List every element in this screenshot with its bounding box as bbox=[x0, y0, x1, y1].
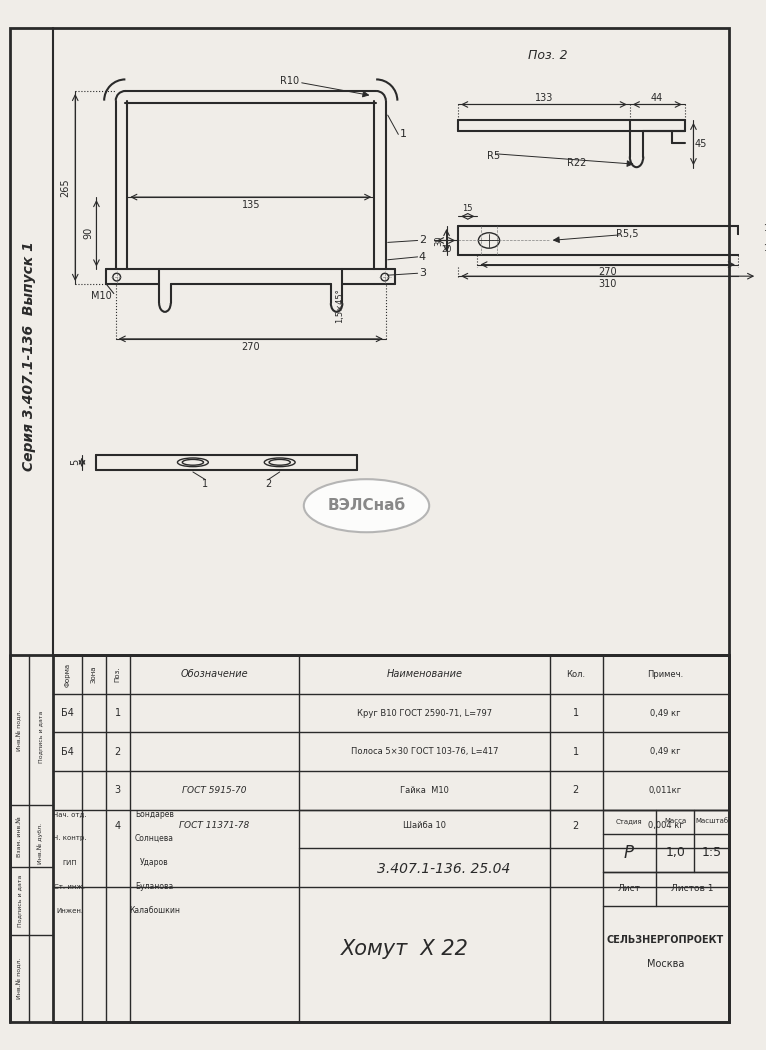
Text: 1,0: 1,0 bbox=[665, 846, 685, 859]
Text: 10: 10 bbox=[764, 225, 766, 233]
Text: 45: 45 bbox=[695, 139, 707, 149]
Text: Шайба 10: Шайба 10 bbox=[403, 821, 446, 831]
Text: Б4: Б4 bbox=[61, 747, 74, 757]
Text: Подпись и дата: Подпись и дата bbox=[17, 875, 21, 927]
Text: 5: 5 bbox=[70, 459, 80, 465]
Text: Н. контр.: Н. контр. bbox=[53, 836, 87, 841]
Text: Ст. инж.: Ст. инж. bbox=[54, 884, 85, 889]
Text: Лист: Лист bbox=[617, 884, 640, 894]
Text: 270: 270 bbox=[598, 268, 617, 277]
Text: Серия 3.407.1-136  Выпуск 1: Серия 3.407.1-136 Выпуск 1 bbox=[22, 242, 36, 471]
Text: 2: 2 bbox=[265, 479, 271, 488]
Text: Ударов: Ударов bbox=[140, 858, 169, 867]
Bar bbox=[53, 655, 729, 1022]
Text: Инв.№ подл.: Инв.№ подл. bbox=[17, 710, 22, 751]
Text: Взам. инв.№: Взам. инв.№ bbox=[17, 816, 21, 857]
Text: ВЭЛСнаб: ВЭЛСнаб bbox=[327, 498, 405, 513]
Text: 0,49 кг: 0,49 кг bbox=[650, 748, 681, 756]
Text: 4: 4 bbox=[115, 821, 121, 831]
Text: ГИП: ГИП bbox=[62, 860, 77, 865]
Text: Наименование: Наименование bbox=[386, 670, 463, 679]
Text: Калабошкин: Калабошкин bbox=[129, 906, 180, 916]
Text: 2: 2 bbox=[573, 785, 579, 795]
Text: 44: 44 bbox=[650, 92, 663, 103]
Text: 0,011кг: 0,011кг bbox=[649, 785, 682, 795]
Text: 1: 1 bbox=[573, 747, 579, 757]
Text: 1:5: 1:5 bbox=[702, 846, 722, 859]
Text: R10: R10 bbox=[280, 77, 299, 86]
Text: Листов 1: Листов 1 bbox=[671, 884, 714, 894]
Text: Р: Р bbox=[624, 844, 633, 862]
Text: 270: 270 bbox=[241, 341, 260, 352]
Text: 1: 1 bbox=[400, 129, 407, 140]
Text: Москва: Москва bbox=[647, 959, 684, 969]
Text: Полоса 5×30 ГОСТ 103-76, L=417: Полоса 5×30 ГОСТ 103-76, L=417 bbox=[351, 748, 498, 756]
Text: Стадия: Стадия bbox=[616, 818, 642, 824]
Text: Бондарев: Бондарев bbox=[135, 810, 174, 819]
Text: 3: 3 bbox=[419, 268, 426, 278]
Text: 2: 2 bbox=[573, 821, 579, 831]
Text: R22: R22 bbox=[567, 159, 587, 168]
Text: 1: 1 bbox=[573, 708, 579, 718]
Text: СЕЛЬЗНЕРГОПРОЕКТ: СЕЛЬЗНЕРГОПРОЕКТ bbox=[607, 934, 724, 945]
Text: 20: 20 bbox=[441, 245, 452, 254]
Text: Кол.: Кол. bbox=[566, 670, 585, 679]
Text: 1: 1 bbox=[202, 479, 208, 488]
Text: 15: 15 bbox=[463, 204, 473, 213]
Text: ГОСТ 11371-78: ГОСТ 11371-78 bbox=[179, 821, 249, 831]
Text: R5: R5 bbox=[487, 150, 500, 161]
Text: Инжен.: Инжен. bbox=[56, 908, 83, 914]
Text: 265: 265 bbox=[61, 178, 70, 196]
Text: Хомут  Х 22: Хомут Х 22 bbox=[341, 940, 469, 960]
Text: Обозначение: Обозначение bbox=[180, 670, 248, 679]
Text: 3.407.1-136. 25.04: 3.407.1-136. 25.04 bbox=[377, 862, 510, 877]
Ellipse shape bbox=[304, 479, 429, 532]
Text: 90: 90 bbox=[83, 227, 93, 239]
Text: 2: 2 bbox=[115, 747, 121, 757]
Text: 2: 2 bbox=[419, 235, 426, 246]
Text: Нач. отд.: Нач. отд. bbox=[53, 812, 87, 817]
Text: Гайка  М10: Гайка М10 bbox=[400, 785, 449, 795]
Text: Подпись и дата: Подпись и дата bbox=[38, 711, 43, 763]
Text: Масштаб: Масштаб bbox=[696, 818, 728, 824]
Text: Зона: Зона bbox=[90, 666, 97, 684]
Text: Инв.№ дубл.: Инв.№ дубл. bbox=[38, 823, 44, 864]
Text: Буланова: Буланова bbox=[135, 882, 173, 891]
Text: M10: M10 bbox=[91, 292, 112, 301]
Text: 0,004 кг: 0,004 кг bbox=[647, 821, 683, 831]
Text: 4: 4 bbox=[419, 252, 426, 261]
Text: 1,5×45°: 1,5×45° bbox=[335, 289, 344, 323]
Text: Инв.№ подл.: Инв.№ подл. bbox=[17, 958, 22, 999]
Text: 11: 11 bbox=[764, 244, 766, 253]
Text: Примеч.: Примеч. bbox=[647, 670, 683, 679]
Text: 133: 133 bbox=[535, 92, 553, 103]
Text: 310: 310 bbox=[598, 279, 617, 289]
Text: R5,5: R5,5 bbox=[616, 229, 638, 238]
Text: Круг В10 ГОСТ 2590-71, L=797: Круг В10 ГОСТ 2590-71, L=797 bbox=[357, 709, 492, 717]
Text: Масса: Масса bbox=[664, 818, 686, 824]
Text: Поз. 2: Поз. 2 bbox=[528, 48, 568, 62]
Text: 3: 3 bbox=[115, 785, 121, 795]
Text: Солнцева: Солнцева bbox=[135, 834, 174, 843]
Text: Б4: Б4 bbox=[61, 708, 74, 718]
Text: 0,49 кг: 0,49 кг bbox=[650, 709, 681, 717]
Text: Поз.: Поз. bbox=[115, 667, 121, 682]
Text: ГОСТ 5915-70: ГОСТ 5915-70 bbox=[182, 785, 247, 795]
Text: 135: 135 bbox=[241, 200, 260, 210]
Text: 30: 30 bbox=[434, 235, 444, 246]
Text: Форма: Форма bbox=[64, 663, 70, 687]
Text: 1: 1 bbox=[115, 708, 121, 718]
